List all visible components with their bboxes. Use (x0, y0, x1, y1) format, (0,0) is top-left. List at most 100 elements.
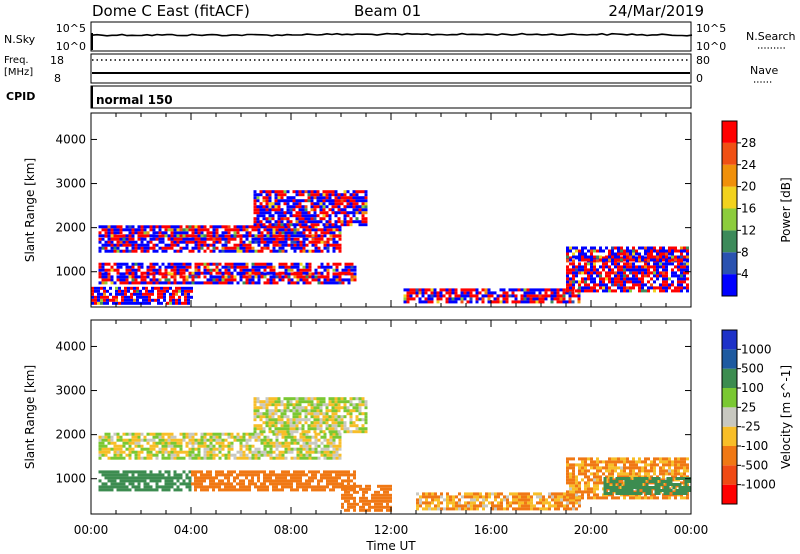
velocity-cell (650, 460, 653, 464)
velocity-cell (596, 496, 599, 500)
velocity-cell (116, 470, 120, 474)
velocity-cell (349, 400, 353, 404)
power-cell (355, 190, 359, 194)
power-cell (502, 291, 506, 295)
velocity-cell (268, 418, 272, 422)
velocity-cell (292, 418, 296, 422)
velocity-cell (684, 480, 688, 483)
power-cell (644, 258, 647, 262)
power-cell (334, 202, 338, 206)
velocity-cell (277, 400, 281, 404)
velocity-cell (334, 421, 338, 425)
velocity-cell (188, 485, 192, 489)
power-cell (680, 277, 683, 281)
velocity-cell (248, 450, 252, 454)
velocity-cell (609, 486, 613, 489)
power-cell (520, 300, 524, 304)
power-cell (341, 271, 345, 275)
power-cell (146, 225, 150, 229)
power-cell (161, 234, 165, 238)
velocity-cell (281, 435, 285, 439)
power-cell (107, 240, 111, 244)
velocity-cell (218, 444, 222, 448)
power-cell (265, 193, 269, 197)
velocity-cell (386, 508, 389, 512)
power-cell (605, 265, 608, 269)
power-cell (352, 190, 356, 194)
velocity-cell (275, 447, 279, 451)
velocity-cell (687, 480, 691, 483)
velocity-cell (301, 427, 305, 431)
power-cell (641, 271, 644, 275)
velocity-cell (125, 473, 129, 477)
power-cell (119, 275, 123, 279)
power-cell (587, 283, 590, 287)
velocity-cell (603, 489, 607, 492)
velocity-cell (355, 397, 359, 401)
velocity-cell (116, 476, 120, 480)
velocity-cell (674, 463, 677, 467)
power-cell (674, 271, 677, 275)
power-cell (175, 298, 178, 302)
power-cell (197, 237, 201, 241)
power-cell (275, 243, 279, 247)
velocity-cell (191, 470, 194, 474)
power-cell (322, 196, 326, 200)
power-cell (617, 265, 620, 269)
velocity-cell (325, 409, 329, 413)
velocity-cell (326, 476, 329, 480)
velocity-cell (116, 453, 120, 457)
velocity-cell (671, 463, 674, 467)
power-cell (304, 190, 308, 194)
power-cell (632, 252, 635, 256)
power-cell (239, 225, 243, 229)
velocity-cell (320, 435, 324, 439)
velocity-cell (140, 447, 144, 451)
power-cell (286, 205, 290, 209)
power-cell (566, 271, 569, 275)
power-cell (287, 278, 291, 282)
velocity-cell (173, 438, 177, 442)
velocity-cell (608, 472, 611, 476)
velocity-cell (349, 403, 353, 407)
velocity-cell (104, 482, 108, 486)
power-cell (155, 281, 159, 285)
power-cell (266, 225, 270, 229)
power-cell (110, 237, 114, 241)
velocity-cell (182, 456, 186, 460)
velocity-cell (672, 492, 676, 495)
velocity-cell (338, 485, 341, 489)
power-cell (686, 265, 689, 269)
power-cell (239, 268, 243, 272)
velocity-cell (521, 507, 524, 511)
power-cell (157, 298, 160, 302)
velocity-cell (341, 487, 344, 491)
power-cell (335, 272, 339, 276)
power-cell (296, 271, 300, 275)
power-cell (209, 278, 213, 282)
power-cell (277, 223, 281, 227)
power-cell (142, 286, 145, 290)
power-cell (310, 193, 314, 197)
velocity-cell (227, 432, 231, 436)
power-cell (218, 281, 222, 285)
power-cell (224, 228, 228, 232)
power-cell (224, 246, 228, 250)
power-cell (353, 278, 357, 282)
power-cell (409, 288, 413, 292)
velocity-cell (319, 427, 323, 431)
velocity-cell (320, 476, 323, 480)
power-cell (325, 223, 329, 227)
velocity-cell (268, 412, 272, 416)
velocity-cell (458, 504, 461, 508)
power-cell (149, 278, 153, 282)
velocity-cell (425, 495, 428, 499)
velocity-cell (434, 498, 437, 502)
velocity-cell (440, 492, 443, 496)
power-cell (134, 271, 138, 275)
power-cell (175, 289, 178, 293)
power-cell (677, 268, 680, 272)
power-cell (224, 268, 228, 272)
power-cell (283, 223, 287, 227)
power-cell (317, 265, 321, 269)
